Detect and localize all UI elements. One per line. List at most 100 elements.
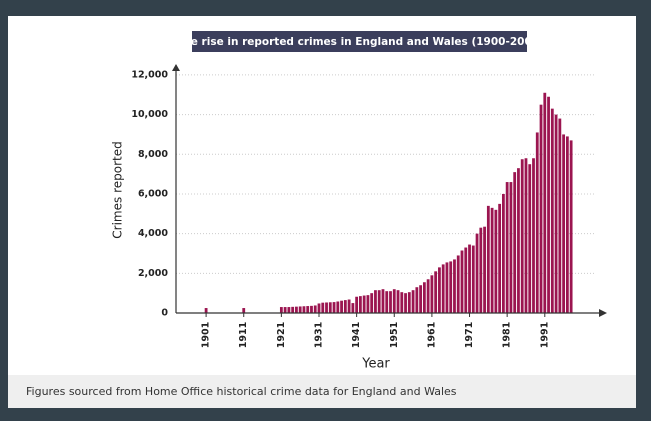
bar — [464, 247, 468, 313]
bar — [321, 302, 325, 313]
bar — [407, 292, 411, 313]
bar — [295, 306, 298, 313]
bar — [381, 289, 385, 313]
bar — [426, 279, 430, 313]
bar — [475, 233, 479, 313]
x-tick-label: 1941 — [351, 322, 362, 348]
bar — [355, 296, 359, 313]
bar — [554, 114, 558, 313]
x-tick-label: 1991 — [539, 322, 550, 348]
bar — [490, 207, 494, 313]
bar — [569, 140, 573, 313]
bar — [298, 306, 302, 313]
bar — [317, 303, 321, 313]
bar — [501, 193, 505, 313]
x-tick-label: 1971 — [464, 322, 475, 348]
bar — [453, 259, 456, 313]
x-axis-arrow — [599, 309, 607, 317]
bar — [343, 300, 347, 313]
bar — [370, 293, 374, 313]
x-tick-label: 1981 — [502, 322, 513, 348]
bar — [411, 290, 415, 313]
bar — [528, 164, 532, 313]
bar — [306, 306, 310, 313]
bar — [279, 307, 283, 313]
bar — [434, 271, 438, 313]
bar — [565, 136, 569, 313]
y-tick-label: 8,000 — [138, 149, 168, 160]
bar — [456, 255, 460, 313]
chart-title: The rise in reported crimes in England a… — [176, 36, 544, 48]
bar — [340, 300, 343, 313]
bar — [543, 92, 547, 313]
bar — [441, 264, 445, 313]
bar — [385, 291, 389, 313]
bar — [498, 203, 502, 313]
bar — [483, 226, 486, 313]
bar — [517, 168, 520, 313]
bar — [494, 209, 498, 313]
bar — [422, 282, 426, 313]
bar — [550, 108, 554, 313]
bar — [468, 244, 471, 313]
bar — [460, 250, 464, 313]
x-tick-label: 1921 — [276, 322, 287, 348]
bar — [539, 104, 543, 314]
bar — [404, 293, 407, 313]
x-tick-label: 1911 — [238, 322, 249, 348]
bar — [535, 132, 539, 313]
y-tick-label: 10,000 — [131, 109, 168, 120]
y-tick-label: 2,000 — [138, 268, 168, 279]
bar — [509, 182, 513, 313]
y-tick-label: 12,000 — [131, 69, 168, 80]
bar — [325, 302, 328, 313]
bar — [430, 275, 434, 313]
x-axis-label: Year — [361, 357, 390, 372]
x-tick-label: 1951 — [389, 322, 400, 348]
bar — [287, 307, 291, 313]
bar — [419, 285, 423, 313]
bar — [328, 302, 332, 313]
bar — [562, 134, 566, 313]
bar — [520, 159, 524, 313]
bar — [513, 172, 517, 313]
bar — [505, 182, 509, 313]
bar — [310, 305, 313, 313]
bar — [400, 292, 404, 313]
chart-panel — [8, 16, 636, 408]
footer: Figures sourced from Home Office histori… — [8, 375, 636, 408]
bar — [396, 290, 400, 313]
bar — [302, 306, 306, 313]
bar — [242, 308, 246, 313]
x-tick-label: 1931 — [314, 322, 325, 348]
bar — [438, 267, 441, 313]
x-tick-label: 1961 — [426, 322, 437, 348]
bar — [283, 307, 287, 313]
bar — [558, 118, 562, 314]
x-tick-label: 1901 — [201, 322, 212, 348]
y-axis-label: Crimes reported — [111, 141, 125, 238]
bar — [392, 289, 396, 313]
bar — [547, 96, 550, 313]
bar — [358, 296, 362, 313]
bar — [362, 295, 366, 313]
y-axis-arrow — [172, 64, 180, 71]
bar — [377, 290, 381, 313]
y-tick-label: 0 — [161, 308, 168, 319]
bar — [347, 299, 351, 313]
bar — [415, 287, 419, 313]
bar — [471, 245, 475, 313]
bar — [366, 295, 370, 313]
title-box — [192, 31, 527, 52]
bar — [486, 205, 490, 313]
bar — [479, 227, 483, 313]
y-tick-label: 4,000 — [138, 228, 168, 239]
bar — [204, 308, 208, 313]
bar — [389, 291, 392, 313]
bar — [449, 261, 453, 313]
bar — [351, 303, 355, 313]
y-tick-label: 6,000 — [138, 188, 168, 199]
chart: The rise in reported crimes in England a… — [111, 31, 607, 372]
bar — [445, 262, 449, 313]
